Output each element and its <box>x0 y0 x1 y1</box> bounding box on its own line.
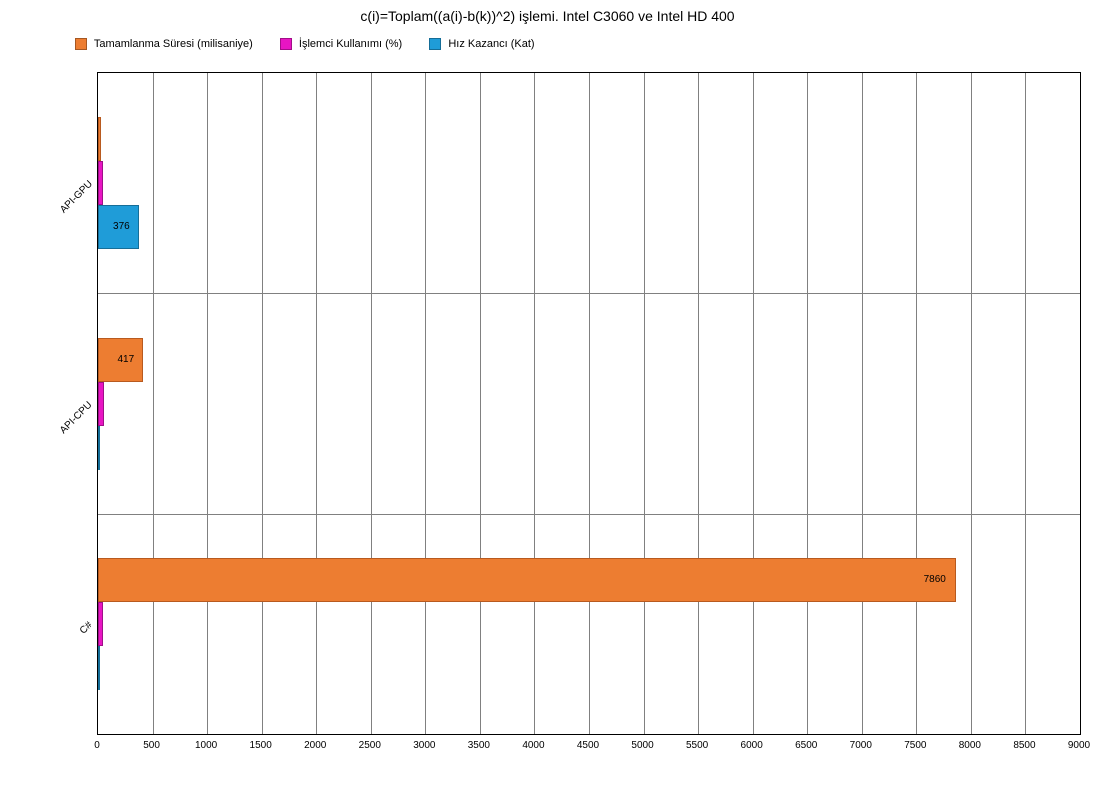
y-tick-label: API-CPU <box>58 399 94 435</box>
gridline-vertical <box>807 73 808 734</box>
gridline-vertical <box>480 73 481 734</box>
bar-value-label: 376 <box>113 221 130 232</box>
bar <box>98 602 103 646</box>
bar <box>98 382 104 426</box>
legend-swatch <box>75 38 87 50</box>
x-tick-label: 8000 <box>959 740 981 751</box>
bar <box>98 558 956 602</box>
gridline-horizontal <box>98 514 1080 515</box>
x-tick-label: 4500 <box>577 740 599 751</box>
legend-item: Tamamlanma Süresi (milisaniye) <box>75 38 253 50</box>
bar-value-label: 7860 <box>924 574 946 585</box>
x-tick-label: 9000 <box>1068 740 1090 751</box>
x-tick-label: 8500 <box>1013 740 1035 751</box>
gridline-vertical <box>971 73 972 734</box>
gridline-vertical <box>534 73 535 734</box>
gridline-vertical <box>207 73 208 734</box>
legend: Tamamlanma Süresi (milisaniye) İşlemci K… <box>75 38 559 50</box>
gridline-vertical <box>753 73 754 734</box>
bar <box>98 161 103 205</box>
bar <box>98 117 101 161</box>
legend-swatch <box>280 38 292 50</box>
bar <box>98 646 100 690</box>
gridline-vertical <box>425 73 426 734</box>
chart-title: c(i)=Toplam((a(i)-b(k))^2) işlemi. Intel… <box>0 0 1095 24</box>
y-tick-label: API-GPU <box>58 179 95 216</box>
x-tick-label: 5000 <box>631 740 653 751</box>
x-tick-label: 7500 <box>904 740 926 751</box>
gridline-vertical <box>644 73 645 734</box>
gridline-vertical <box>698 73 699 734</box>
x-tick-label: 7000 <box>850 740 872 751</box>
gridline-vertical <box>316 73 317 734</box>
gridline-vertical <box>371 73 372 734</box>
x-tick-label: 6000 <box>741 740 763 751</box>
legend-swatch <box>429 38 441 50</box>
x-tick-label: 2000 <box>304 740 326 751</box>
x-tick-label: 2500 <box>359 740 381 751</box>
x-tick-label: 500 <box>143 740 160 751</box>
x-tick-label: 0 <box>94 740 100 751</box>
bar-value-label: 417 <box>117 354 134 365</box>
legend-item: Hız Kazancı (Kat) <box>429 38 534 50</box>
legend-label: Hız Kazancı (Kat) <box>448 38 534 50</box>
plot-area: 7860 417 376 <box>97 72 1081 735</box>
x-tick-label: 4000 <box>522 740 544 751</box>
legend-label: İşlemci Kullanımı (%) <box>299 38 402 50</box>
gridline-vertical <box>262 73 263 734</box>
y-tick-label: C# <box>78 619 95 636</box>
gridline-vertical <box>916 73 917 734</box>
x-tick-label: 3500 <box>468 740 490 751</box>
x-tick-label: 1500 <box>250 740 272 751</box>
gridline-vertical <box>1025 73 1026 734</box>
legend-item: İşlemci Kullanımı (%) <box>280 38 402 50</box>
x-tick-label: 5500 <box>686 740 708 751</box>
bar <box>98 426 100 470</box>
gridline-vertical <box>862 73 863 734</box>
legend-label: Tamamlanma Süresi (milisaniye) <box>94 38 253 50</box>
gridline-vertical <box>589 73 590 734</box>
x-tick-label: 3000 <box>413 740 435 751</box>
gridline-vertical <box>153 73 154 734</box>
gridline-horizontal <box>98 293 1080 294</box>
x-tick-label: 6500 <box>795 740 817 751</box>
x-tick-label: 1000 <box>195 740 217 751</box>
